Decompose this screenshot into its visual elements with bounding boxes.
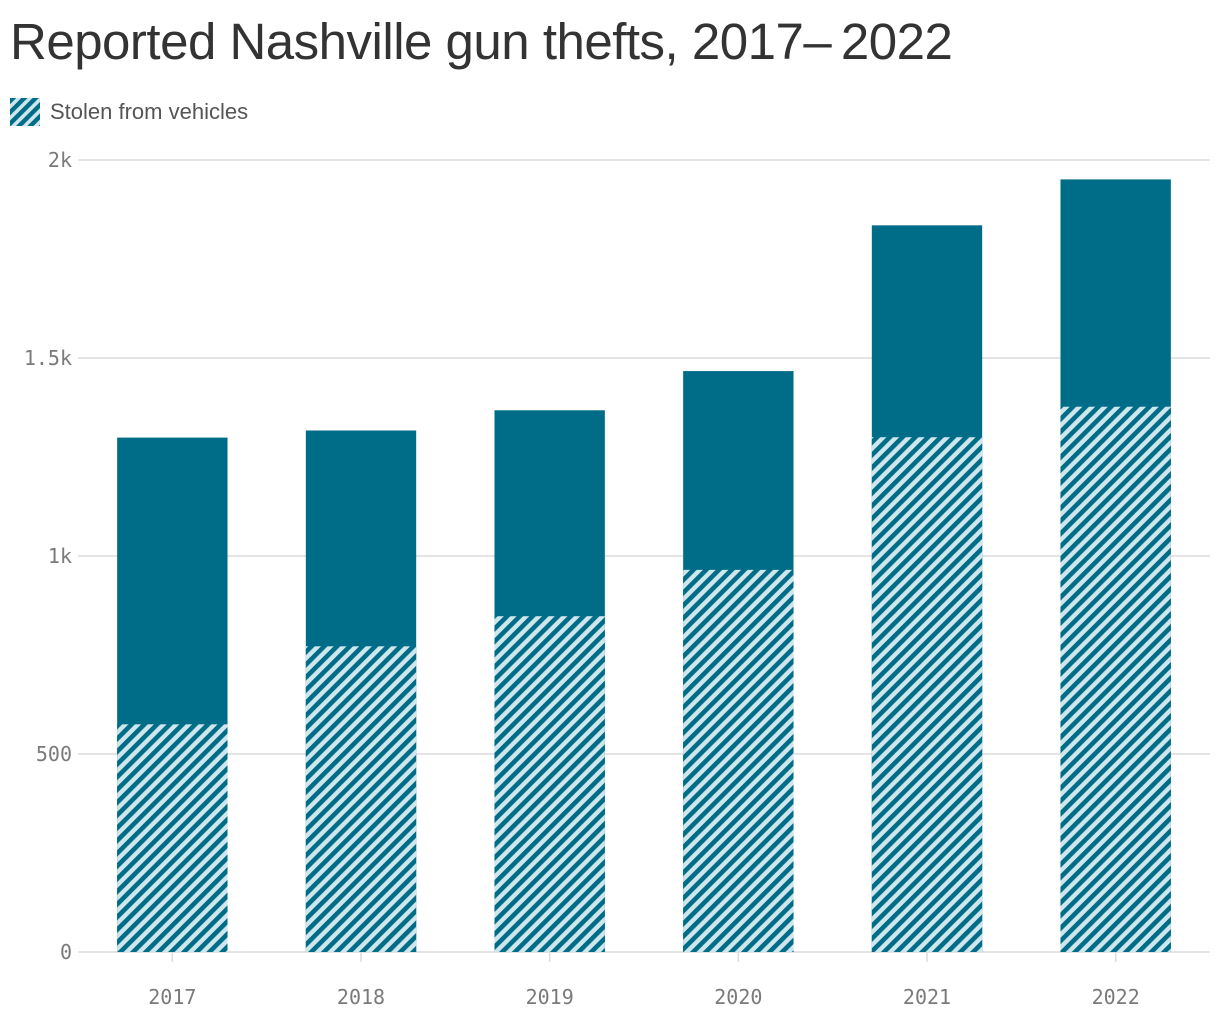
y-tick-label: 0 bbox=[60, 940, 72, 964]
bar-stolen-from-vehicles-2021 bbox=[871, 437, 983, 952]
legend: Stolen from vehicles bbox=[10, 98, 248, 126]
chart-title: Reported Nashville gun thefts, 2017– 202… bbox=[10, 13, 953, 70]
x-tick-label: 2020 bbox=[714, 985, 762, 1009]
x-tick-label: 2021 bbox=[903, 985, 951, 1009]
y-tick-label: 1.5k bbox=[24, 346, 72, 370]
legend-label: Stolen from vehicles bbox=[50, 99, 249, 124]
x-tick-label: 2017 bbox=[148, 985, 196, 1009]
y-tick-label: 2k bbox=[48, 148, 72, 172]
gridlines bbox=[78, 159, 1210, 953]
legend-swatch-hatched bbox=[10, 98, 40, 126]
axes: 0 500 1k 1.5k 2k 2017 2018 2019 2020 2021 2022 bbox=[24, 148, 1140, 1009]
x-tick-label: 2018 bbox=[337, 985, 385, 1009]
bar-stolen-from-vehicles-2019 bbox=[494, 616, 605, 952]
x-tick-label: 2019 bbox=[526, 985, 574, 1009]
y-tick-label: 500 bbox=[36, 742, 72, 766]
bar-stolen-from-vehicles-2020 bbox=[683, 569, 794, 952]
x-tick-label: 2022 bbox=[1092, 985, 1140, 1009]
bar-stolen-from-vehicles-2018 bbox=[305, 646, 417, 952]
bar-stolen-from-vehicles-2017 bbox=[117, 724, 228, 952]
y-tick-label: 1k bbox=[48, 544, 72, 568]
bar-stolen-from-vehicles-2022 bbox=[1060, 406, 1171, 952]
bars bbox=[117, 179, 1171, 953]
